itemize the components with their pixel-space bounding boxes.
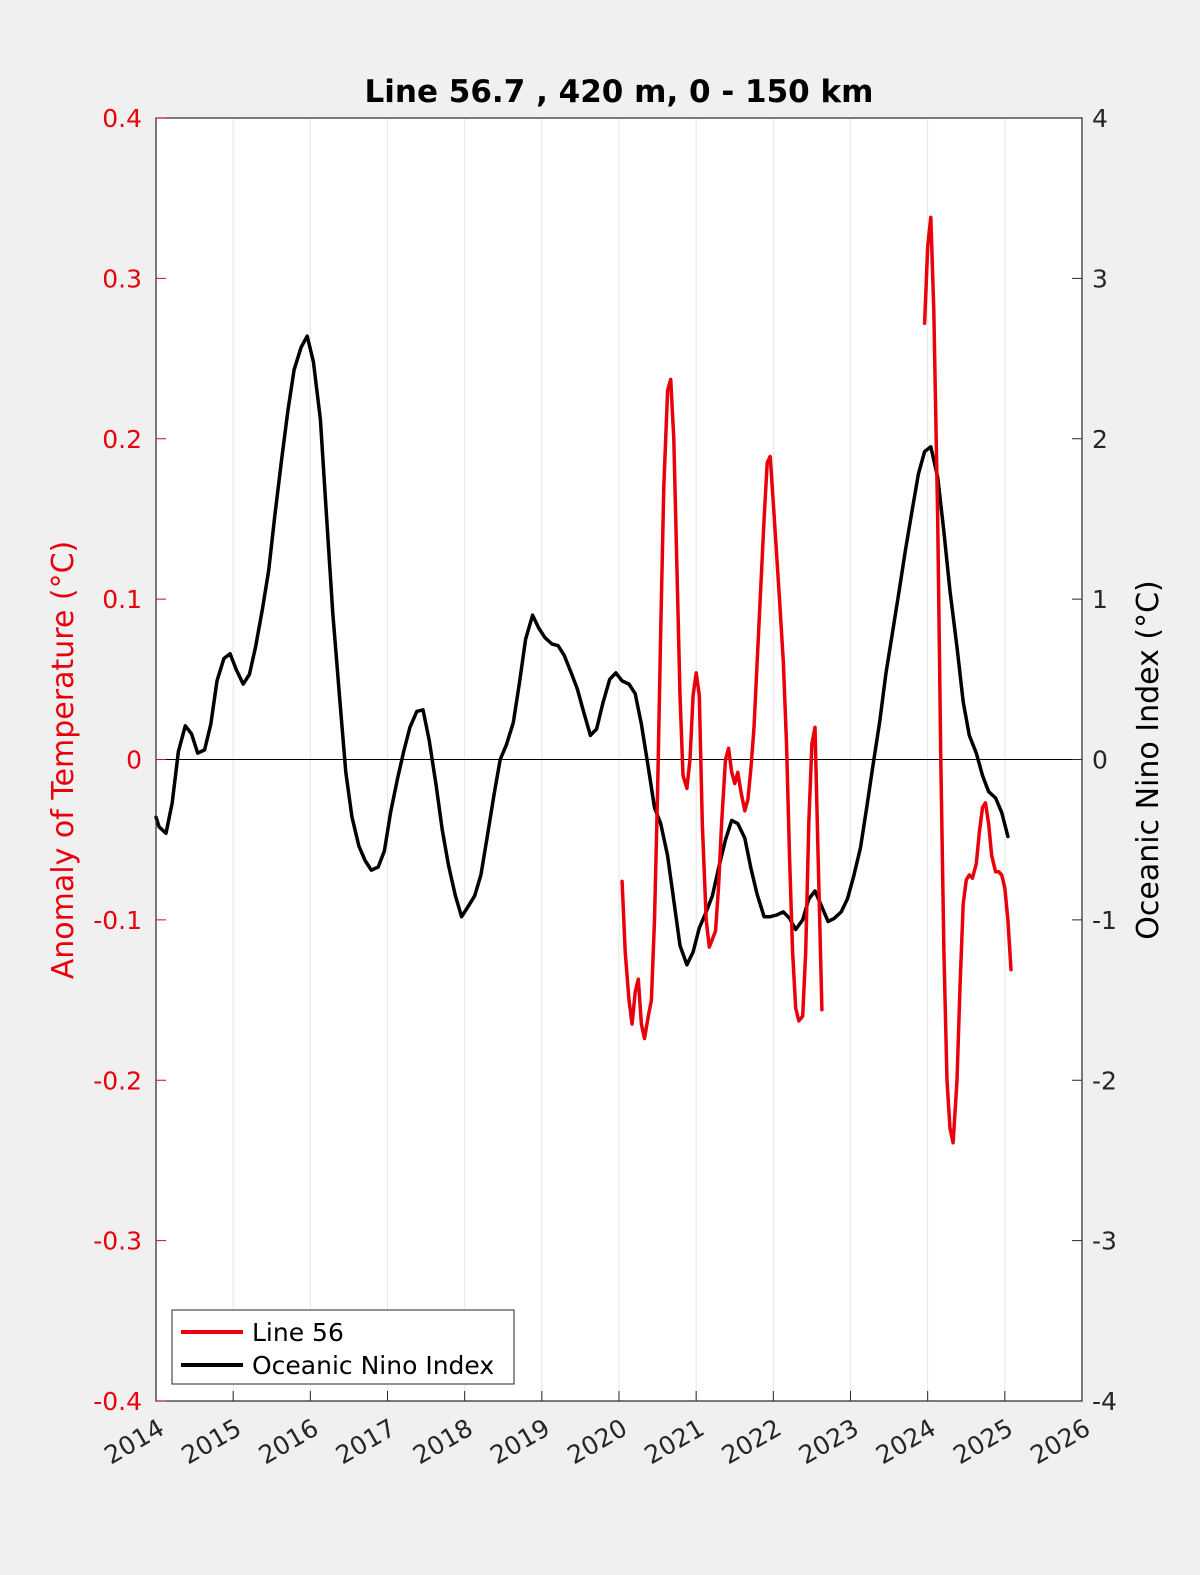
oni-line-segment-0: [154, 334, 1010, 967]
right-tick-label-2: -2: [1092, 1066, 1117, 1095]
line56-series: [620, 215, 1013, 1145]
legend-line56-label: Line 56: [252, 1318, 344, 1347]
left-tick-label-1: -0.3: [93, 1227, 142, 1256]
left-tick-label-6: 0.2: [102, 425, 142, 454]
left-tick-label-4: 0: [126, 746, 142, 775]
legend-oni-label: Oceanic Nino Index: [252, 1351, 494, 1380]
line56-line-segment-0: [620, 377, 824, 1041]
right-tick-label-8: 4: [1092, 104, 1108, 133]
left-tick-label-8: 0.4: [102, 104, 142, 133]
left-tick-label-5: 0.1: [102, 585, 142, 614]
line56-line-segment-1: [922, 215, 1013, 1145]
right-axis-label: Oceanic Nino Index (°C): [1131, 580, 1166, 940]
left-tick-label-0: -0.4: [93, 1387, 142, 1416]
legend: Line 56 Oceanic Nino Index: [171, 1309, 515, 1385]
left-tick-label-7: 0.3: [102, 264, 142, 293]
left-tick-label-2: -0.2: [93, 1066, 142, 1095]
chart-title: Line 56.7 , 420 m, 0 - 150 km: [365, 74, 874, 110]
right-tick-label-7: 3: [1092, 264, 1108, 293]
right-tick-label-4: 0: [1092, 746, 1108, 775]
right-tick-label-6: 2: [1092, 425, 1108, 454]
left-axis-label: Anomaly of Temperature (°C): [46, 541, 81, 980]
left-tick-label-3: -0.1: [93, 906, 142, 935]
oni-series: [154, 334, 1010, 967]
right-tick-label-1: -3: [1092, 1227, 1117, 1256]
right-tick-label-3: -1: [1092, 906, 1117, 935]
right-axis: -4 -3 -2 -1 0 1 2 3 4: [1072, 104, 1117, 1416]
right-tick-label-0: -4: [1092, 1387, 1117, 1416]
right-tick-label-5: 1: [1092, 585, 1108, 614]
left-axis: -0.4 -0.3 -0.2 -0.1 0 0.1 0.2 0.3 0.4: [93, 104, 166, 1416]
legend-box: [171, 1309, 515, 1385]
